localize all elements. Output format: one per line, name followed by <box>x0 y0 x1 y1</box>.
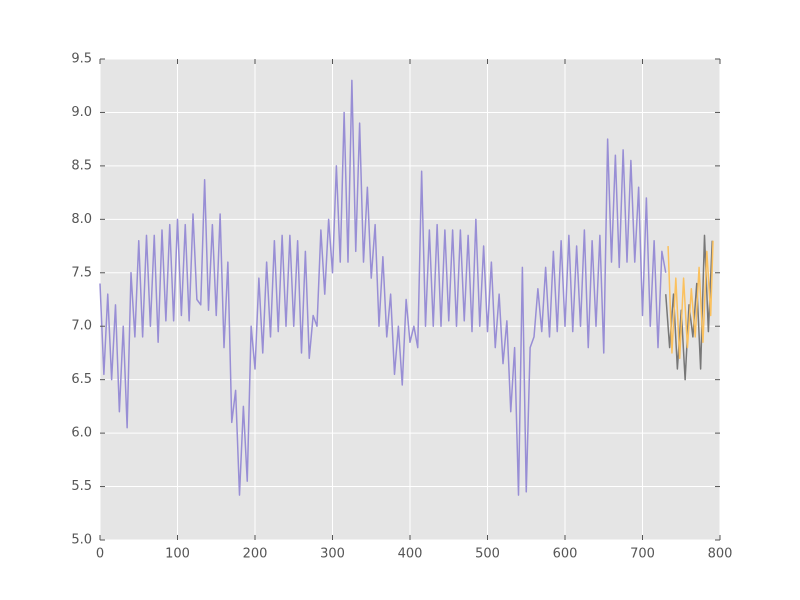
x-tick-label: 700 <box>630 547 655 562</box>
x-tick-label: 200 <box>243 547 268 562</box>
y-tick-label: 5.5 <box>71 479 92 494</box>
y-tick-label: 9.5 <box>71 52 92 67</box>
x-tick-label: 500 <box>475 547 500 562</box>
y-tick-label: 9.0 <box>71 105 92 120</box>
x-tick-label: 600 <box>553 547 578 562</box>
x-tick-label: 0 <box>96 547 104 562</box>
y-tick-label: 6.5 <box>71 372 92 387</box>
series-line <box>665 234 713 381</box>
x-tick-label: 400 <box>398 547 423 562</box>
y-tick-label: 6.0 <box>71 426 92 441</box>
series-line <box>99 79 667 496</box>
x-tick-label: 300 <box>320 547 345 562</box>
x-tick-label: 800 <box>708 547 733 562</box>
y-tick-label: 5.0 <box>71 533 92 548</box>
y-tick-label: 7.5 <box>71 265 92 280</box>
y-tick-label: 7.0 <box>71 319 92 334</box>
y-tick-label: 8.5 <box>71 158 92 173</box>
series-line <box>667 240 714 360</box>
x-tick-label: 100 <box>165 547 190 562</box>
y-tick-label: 8.0 <box>71 212 92 227</box>
